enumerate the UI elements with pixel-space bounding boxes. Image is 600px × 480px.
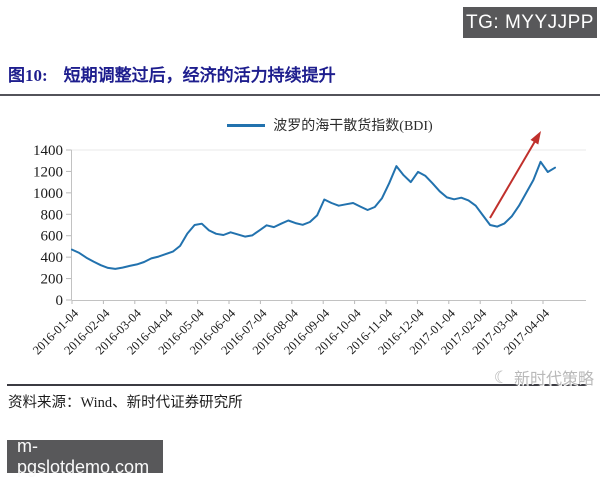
moon-logo-icon: ☾ <box>493 367 509 387</box>
y-axis-label: 0 <box>56 293 64 309</box>
site-url-text: m-pgslotdemo.com <box>17 435 150 477</box>
tg-contact-text: TG: MYYJJPP <box>466 11 594 33</box>
site-url-badge[interactable]: m-pgslotdemo.com <box>7 436 163 477</box>
figure-title-text: 短期调整过后，经济的活力持续提升 <box>63 66 336 85</box>
figure-number-label: 图10: <box>8 66 48 85</box>
y-axis-label: 1400 <box>33 143 63 159</box>
y-axis-label: 1200 <box>33 164 63 180</box>
y-axis-label: 600 <box>41 229 64 245</box>
y-axis-label: 1000 <box>33 186 63 202</box>
chart-legend: 波罗的海干散货指数(BDI) <box>0 115 600 135</box>
figure-title: 图10: 短期调整过后，经济的活力持续提升 <box>8 61 592 86</box>
title-divider <box>0 94 600 96</box>
trend-arrow-head <box>530 131 541 145</box>
y-axis-label: 200 <box>41 272 64 288</box>
data-source-note: 资料来源：Wind、新时代证券研究所 <box>8 391 243 412</box>
trend-arrow-shaft <box>489 139 537 219</box>
legend-series-label: 波罗的海干散货指数(BDI) <box>273 119 433 134</box>
tg-contact-badge: TG: MYYJJPP <box>463 7 597 38</box>
y-axis-label: 400 <box>41 250 64 266</box>
bdi-series-line <box>71 160 556 270</box>
legend-line-swatch <box>227 123 266 127</box>
data-source-text: 资料来源：Wind、新时代证券研究所 <box>8 395 243 411</box>
y-axis-label: 800 <box>41 207 64 223</box>
brand-watermark: ☾ 新时代策略 <box>494 365 594 389</box>
footer-divider <box>7 384 593 386</box>
brand-watermark-text: 新时代策略 <box>513 371 594 388</box>
